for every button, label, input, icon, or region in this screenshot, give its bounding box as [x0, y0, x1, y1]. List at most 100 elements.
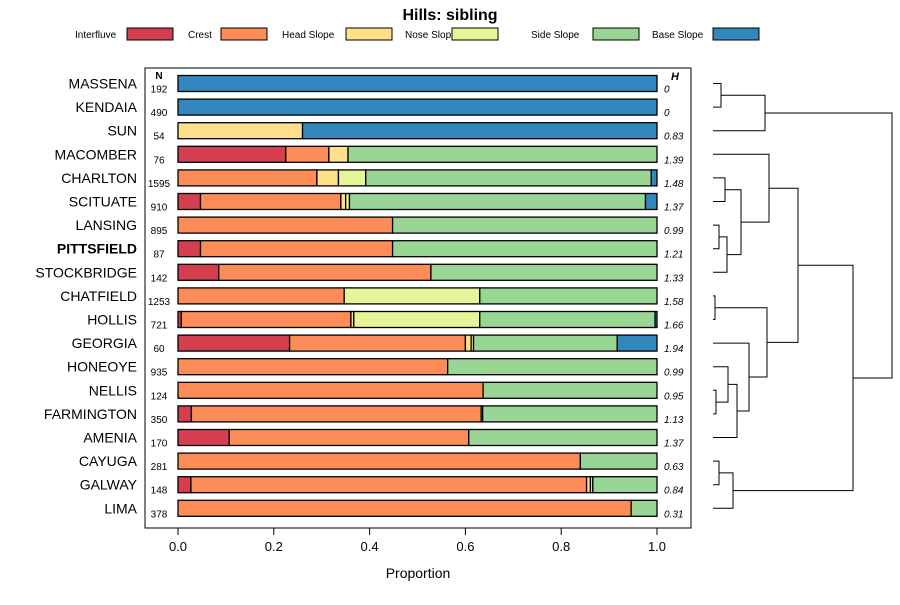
bar-segment-georgia-head-slope	[464, 334, 472, 352]
n-value-farmington: 350	[151, 415, 168, 426]
dendrogram-link	[713, 472, 734, 509]
n-value-pittsfield: 87	[153, 250, 165, 261]
n-value-chatfield: 1253	[148, 297, 171, 308]
h-value-massena: 0	[664, 85, 670, 96]
bar-segment-hollis-base-slope	[654, 310, 658, 329]
h-value-lima: 0.31	[664, 509, 683, 520]
n-value-scituate: 910	[151, 203, 168, 214]
bar-segment-stockbridge-interfluve	[177, 263, 220, 281]
bar-segment-lima-side-slope	[630, 499, 658, 517]
n-value-macomber: 76	[153, 155, 165, 166]
row-label-kendaia: KENDAIA	[76, 99, 138, 115]
row-label-chatfield: CHATFIELD	[60, 288, 137, 304]
n-value-kendaia: 490	[151, 108, 168, 119]
h-value-honeoye: 0.99	[664, 368, 684, 379]
dendrogram-link	[713, 460, 720, 486]
x-tick-label: 0.0	[169, 539, 187, 554]
bar-segment-chatfield-side-slope	[479, 287, 658, 305]
bar-segment-macomber-interfluve	[177, 145, 287, 163]
x-tick-label: 0.8	[552, 539, 570, 554]
h-value-scituate: 1.37	[664, 203, 684, 214]
n-value-lima: 378	[151, 509, 168, 520]
legend-label-head-slope: Head Slope	[282, 30, 335, 41]
row-label-farmington: FARMINGTON	[44, 406, 137, 422]
row-label-sun: SUN	[107, 123, 137, 139]
legend-label-nose-slope: Nose Slope	[405, 30, 457, 41]
h-value-cayuga: 0.63	[664, 462, 684, 473]
row-label-massena: MASSENA	[69, 76, 138, 92]
legend-swatch-interfluve	[126, 27, 174, 41]
bar-segment-stockbridge-side-slope	[430, 263, 658, 281]
legend-label-interfluve: Interfluve	[75, 30, 117, 41]
dendrogram-link	[713, 236, 728, 273]
row-label-galway: GALWAY	[80, 477, 138, 493]
bar-segment-macomber-head-slope	[328, 145, 349, 163]
bar-segment-galway-crest	[190, 476, 588, 494]
bar-segment-nellis-side-slope	[482, 381, 658, 399]
bar-segment-pittsfield-interfluve	[177, 240, 202, 258]
legend-swatch-head-slope	[345, 27, 393, 41]
h-value-charlton: 1.48	[664, 179, 684, 190]
x-tick-label: 1.0	[648, 539, 666, 554]
x-axis-label: Proportion	[386, 565, 451, 581]
row-label-scituate: SCITUATE	[69, 194, 137, 210]
bar-segment-honeoye-crest	[177, 358, 449, 376]
x-tick-label: 0.4	[361, 539, 379, 554]
h-value-amenia: 1.37	[664, 439, 684, 450]
n-value-hollis: 721	[151, 321, 168, 332]
bar-segment-lansing-crest	[177, 216, 394, 234]
h-value-sun: 0.83	[664, 132, 684, 143]
h-value-macomber: 1.39	[664, 155, 684, 166]
row-label-amenia: AMENIA	[83, 430, 137, 446]
legend-swatch-crest	[220, 27, 268, 41]
bar-segment-amenia-interfluve	[177, 428, 230, 447]
dendrogram	[713, 83, 893, 509]
x-tick-label: 0.6	[456, 539, 474, 554]
h-value-farmington: 1.13	[664, 415, 684, 426]
bar-segment-scituate-crest	[199, 192, 342, 211]
n-value-galway: 148	[151, 486, 168, 497]
x-axis: 0.0 0.2 0.4 0.6 0.8 1.0	[169, 528, 666, 554]
legend-swatch-nose-slope	[451, 27, 499, 41]
bar-segment-chatfield-crest	[177, 287, 345, 305]
bar-segment-amenia-side-slope	[468, 428, 658, 447]
n-value-cayuga: 281	[151, 462, 168, 473]
dendrogram-link	[713, 366, 729, 403]
row-label-georgia: GEORGIA	[72, 335, 138, 351]
dendrogram-link	[765, 112, 893, 379]
bar-segment-farmington-interfluve	[177, 405, 193, 423]
n-value-charlton: 1595	[148, 179, 171, 190]
bar-segment-honeoye-side-slope	[447, 358, 658, 376]
h-value-lansing: 0.99	[664, 226, 684, 237]
bar-segment-sun-base-slope	[301, 122, 658, 140]
legend: Interfluve Crest Head Slope Nose Slope Side …	[75, 27, 760, 41]
bar-segment-massena-base-slope	[177, 74, 658, 93]
n-value-georgia: 60	[153, 344, 165, 355]
bar-segment-charlton-head-slope	[316, 169, 340, 187]
bar-segment-farmington-crest	[190, 405, 482, 423]
h-value-galway: 0.84	[664, 486, 684, 497]
n-value-nellis: 124	[151, 391, 168, 402]
row-labels: MASSENA 192 0 KENDAIA 490 0 SUN 54 0.83 MACOMBER 7…	[35, 76, 684, 521]
dendrogram-link	[713, 177, 726, 202]
dendrogram-link	[713, 295, 716, 320]
bar-segment-macomber-crest	[285, 145, 330, 163]
bars	[177, 74, 658, 517]
bar-segment-hollis-nose-slope	[353, 310, 481, 329]
h-value-stockbridge: 1.33	[664, 273, 684, 284]
bar-segment-scituate-base-slope	[644, 192, 658, 211]
dendrogram-link	[713, 224, 720, 250]
h-value-hollis: 1.66	[664, 321, 684, 332]
n-value-sun: 54	[153, 132, 165, 143]
bar-segment-charlton-nose-slope	[337, 169, 367, 187]
x-tick-label: 0.2	[265, 539, 283, 554]
n-value-lansing: 895	[151, 226, 168, 237]
h-value-kendaia: 0	[664, 108, 670, 119]
bar-segment-sun-head-slope	[177, 122, 304, 140]
bar-segment-georgia-base-slope	[616, 334, 658, 352]
dendrogram-link	[713, 83, 722, 108]
row-label-nellis: NELLIS	[89, 382, 137, 398]
n-value-amenia: 170	[151, 439, 168, 450]
bar-segment-charlton-side-slope	[365, 169, 652, 187]
bar-segment-georgia-interfluve	[177, 334, 291, 352]
